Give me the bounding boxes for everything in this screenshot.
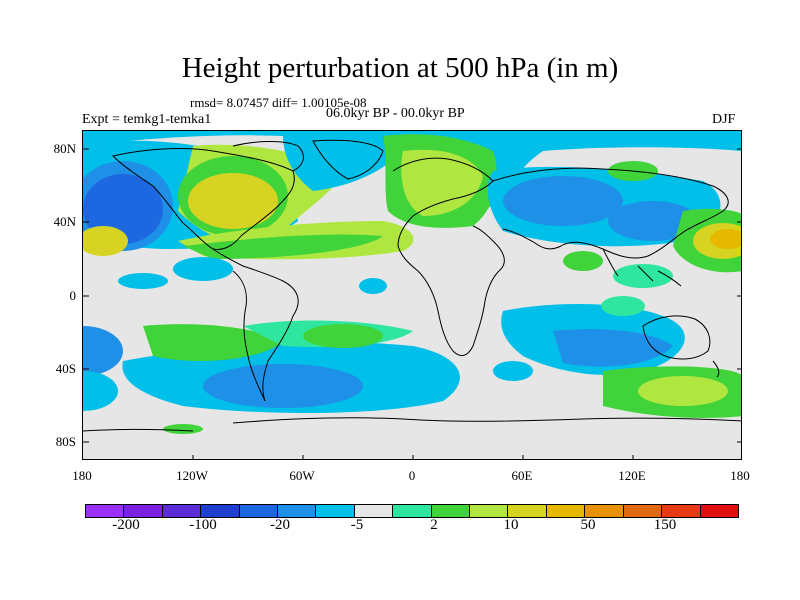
colorbar-swatch [201, 505, 240, 517]
stats-line: rmsd= 8.07457 diff= 1.00105e-08 [190, 95, 367, 110]
colorbar-label: 50 [580, 517, 596, 533]
colorbar-label: -20 [270, 517, 290, 533]
colorbar-label: 10 [503, 517, 519, 533]
contour-map [83, 131, 741, 459]
colorbar-swatch [431, 505, 471, 517]
lon-label-60e: 60E [511, 468, 533, 483]
coastlines [83, 139, 741, 432]
colorbar-swatch [316, 505, 355, 517]
colorbar-swatch [470, 505, 509, 517]
colorbar-swatch [239, 505, 279, 517]
season-label: DJF [712, 112, 736, 127]
colorbar-swatch [546, 505, 586, 517]
lat-label-40s: 40S [55, 361, 76, 376]
colorbar-label: -5 [350, 517, 364, 533]
colorbar-swatch [623, 505, 663, 517]
chart-title: Height perturbation at 500 hPa (in m) [181, 52, 619, 84]
axis-ticks [83, 148, 741, 459]
colorbar-swatch [662, 505, 701, 517]
lon-label-180w: 180 [72, 468, 92, 483]
lon-label-120e: 120E [618, 468, 646, 483]
colorbar-swatch [278, 505, 317, 517]
lat-label-40n: 40N [53, 214, 76, 229]
lat-label-0: 0 [69, 288, 77, 303]
colorbar [85, 504, 739, 518]
contour-fill [83, 131, 741, 434]
period-label: 06.0kyr BP - 00.0kyr BP [326, 106, 465, 121]
map-panel [82, 130, 742, 460]
lon-label-180e: 180 [730, 468, 750, 483]
lon-label-60w: 60W [289, 468, 315, 483]
colorbar-swatch [86, 505, 125, 517]
colorbar-swatch [585, 505, 624, 517]
lat-label-80n: 80N [53, 141, 76, 156]
experiment-label: Expt = temkg1-temka1 [82, 112, 212, 127]
colorbar-swatch [700, 505, 738, 517]
colorbar-swatch [124, 505, 163, 517]
colorbar-swatch [393, 505, 432, 517]
colorbar-label: 2 [430, 517, 438, 533]
lon-label-0: 0 [408, 468, 416, 483]
colorbar-label: -200 [112, 517, 140, 533]
colorbar-label: 150 [653, 517, 677, 533]
lat-label-80s: 80S [55, 434, 76, 449]
colorbar-label: -100 [189, 517, 217, 533]
lon-label-120w: 120W [176, 468, 208, 483]
colorbar-swatch [508, 505, 547, 517]
colorbar-swatch [354, 505, 394, 517]
colorbar-swatch [162, 505, 202, 517]
